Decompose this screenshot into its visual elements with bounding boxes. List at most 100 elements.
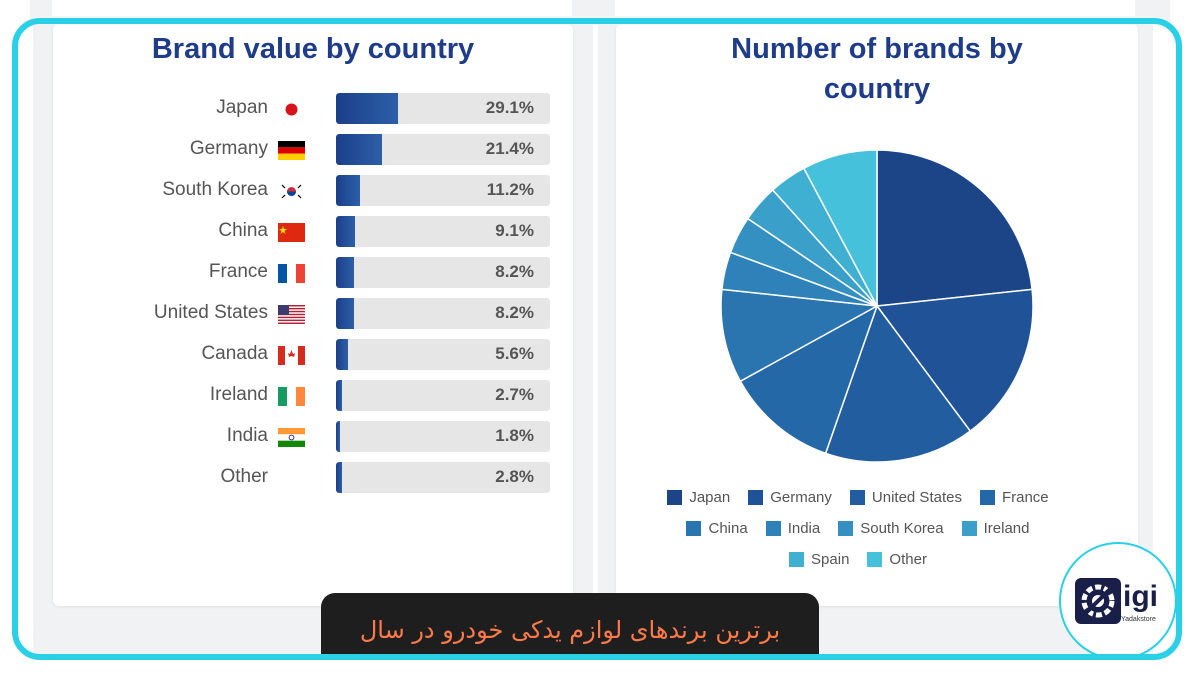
legend-item-ireland: Ireland: [961, 520, 1030, 537]
legend-item-japan: Japan: [667, 489, 730, 506]
bar-value-label: 1.8%: [495, 426, 534, 445]
bar-fill: [336, 298, 354, 329]
bar-row-other: Other 2.8%: [53, 462, 593, 494]
legend-item-france: France: [979, 489, 1049, 506]
pie-slice-other: [802, 149, 878, 307]
pie-slice-germany: [875, 288, 1034, 433]
legend-label: India: [787, 520, 821, 537]
legend-item-other: Other: [867, 551, 927, 568]
brand-count-card: Number of brands by country: [616, 24, 1138, 606]
bar-fill: [336, 175, 360, 206]
bar-track: 21.4%: [336, 134, 550, 165]
bar-fill: [336, 380, 342, 411]
bar-fill: [336, 421, 340, 452]
bar-label: China: [218, 220, 268, 241]
bar-row-japan: Japan 29.1%: [53, 93, 593, 125]
flag-fr-icon: [278, 264, 305, 283]
flag-in-icon: [278, 428, 305, 447]
bar-value-label: 8.2%: [495, 262, 534, 281]
logo-badge-icon: [1075, 578, 1121, 624]
bar-track: 2.7%: [336, 380, 550, 411]
highlight-frame: Brand value by country Japan 29.1% Germany…: [12, 18, 1182, 660]
legend-swatch: [686, 521, 702, 536]
flag-jp-icon: [278, 100, 305, 119]
brand-value-title: Brand value by country: [151, 33, 475, 65]
bar-value-label: 11.2%: [486, 180, 534, 199]
legend-row: China India South Korea Ireland: [638, 520, 1078, 537]
bar-track: 5.6%: [336, 339, 550, 370]
bar-track: 11.2%: [336, 175, 550, 206]
bar-track: 29.1%: [336, 93, 550, 124]
legend-item-china: China: [686, 520, 748, 537]
bar-row-south-korea: South Korea 11.2%: [53, 175, 593, 207]
bar-value-label: 2.8%: [495, 467, 534, 486]
bar-label: Germany: [189, 138, 268, 159]
legend-label: China: [708, 520, 748, 537]
legend-swatch: [867, 552, 883, 567]
legend-label: Other: [889, 551, 927, 568]
bar-track: 8.2%: [336, 298, 550, 329]
legend-label: United States: [871, 489, 962, 506]
logo-text: igi: [1123, 580, 1158, 613]
legend-swatch: [838, 521, 854, 536]
bar-track: 2.8%: [336, 462, 550, 493]
bar-track: 1.8%: [336, 421, 550, 452]
bar-value-label: 5.6%: [495, 344, 534, 363]
flag-kr-icon: [278, 182, 305, 201]
legend-item-spain: Spain: [789, 551, 849, 568]
legend-label: South Korea: [860, 520, 944, 537]
legend-label: Spain: [811, 551, 850, 568]
bar-row-india: India 1.8%: [53, 421, 593, 453]
pie-slice-japan: [876, 149, 1033, 307]
bar-value-label: 21.4%: [485, 139, 534, 158]
flag-ie-icon: [278, 387, 305, 406]
brand-count-title-line2: country: [823, 73, 931, 105]
legend-label: Japan: [689, 489, 731, 506]
logo-subtext: Yadakstore: [1121, 616, 1156, 623]
bar-track: 8.2%: [336, 257, 550, 288]
bar-row-united-states: United States 8.2%: [53, 298, 593, 330]
bar-label: Ireland: [209, 384, 268, 405]
legend-swatch: [748, 490, 764, 505]
bar-value-label: 9.1%: [495, 221, 534, 240]
bar-label: Japan: [216, 97, 268, 118]
bar-label: Other: [220, 466, 268, 487]
legend-swatch: [765, 521, 781, 536]
legend-swatch: [849, 490, 865, 505]
flag-cn-icon: [278, 223, 305, 242]
bar-fill: [336, 339, 348, 370]
bar-row-china: China 9.1%: [53, 216, 593, 248]
bar-value-label: 8.2%: [495, 303, 534, 322]
bar-row-ireland: Ireland 2.7%: [53, 380, 593, 412]
legend-swatch: [667, 490, 683, 505]
bar-label: South Korea: [162, 179, 268, 200]
pie-chart: [720, 149, 1034, 463]
legend-row: Japan Germany United States France: [638, 489, 1078, 506]
brand-count-title-line1: Number of brands by: [731, 33, 1023, 65]
legend-item-germany: Germany: [748, 489, 832, 506]
pie-slice-china: [720, 288, 880, 383]
caption-banner: برترین برندهای لوازم یدکی خودرو در سال: [321, 593, 819, 654]
bar-fill: [336, 134, 382, 165]
brand-value-card: Brand value by country Japan 29.1% Germany…: [53, 24, 573, 606]
bar-track: 9.1%: [336, 216, 550, 247]
flag-ca-icon: [278, 346, 305, 365]
legend-item-south-korea: South Korea: [838, 520, 944, 537]
pie-legend: Japan Germany United States France China Indi…: [638, 489, 1078, 582]
bar-row-germany: Germany 21.4%: [53, 134, 593, 166]
bar-value-label: 29.1%: [485, 98, 534, 117]
legend-item-india: India: [765, 520, 821, 537]
pie-slice-united-states: [824, 304, 972, 463]
store-logo: igi Yadakstore: [1059, 542, 1176, 654]
legend-row: Spain Other: [638, 551, 1078, 568]
legend-label: Germany: [770, 489, 832, 506]
left-card-top: [52, 0, 572, 16]
bar-row-france: France 8.2%: [53, 257, 593, 289]
flag-us-icon: [278, 305, 305, 324]
right-card-top: [615, 0, 1135, 16]
bar-value-label: 2.7%: [495, 385, 534, 404]
bar-fill: [336, 93, 399, 124]
bar-label: United States: [153, 302, 268, 323]
bar-fill: [336, 257, 354, 288]
bar-row-canada: Canada 5.6%: [53, 339, 593, 371]
